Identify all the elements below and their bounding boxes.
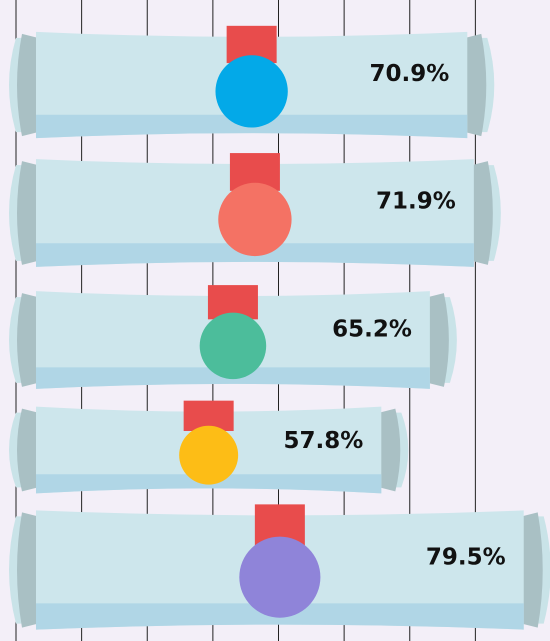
scroll-cap (17, 408, 38, 492)
medal (218, 182, 292, 257)
scroll-cap (17, 293, 38, 387)
value-label: 65.2% (332, 317, 412, 343)
medal (179, 425, 239, 485)
medal (239, 536, 321, 618)
scroll-cap (521, 512, 543, 628)
medal (199, 312, 267, 380)
scroll-cap (17, 161, 38, 265)
medal (215, 55, 288, 128)
scroll-cap (471, 161, 493, 265)
scroll-cap (427, 293, 449, 387)
value-label: 57.8% (284, 428, 364, 454)
value-label: 79.5% (426, 545, 506, 571)
scroll-cap (465, 33, 487, 137)
value-label: 71.9% (376, 189, 456, 215)
scroll-cap (17, 512, 38, 628)
scroll-cap (379, 408, 401, 492)
scroll-cap (17, 33, 38, 137)
value-label: 70.9% (369, 61, 449, 87)
